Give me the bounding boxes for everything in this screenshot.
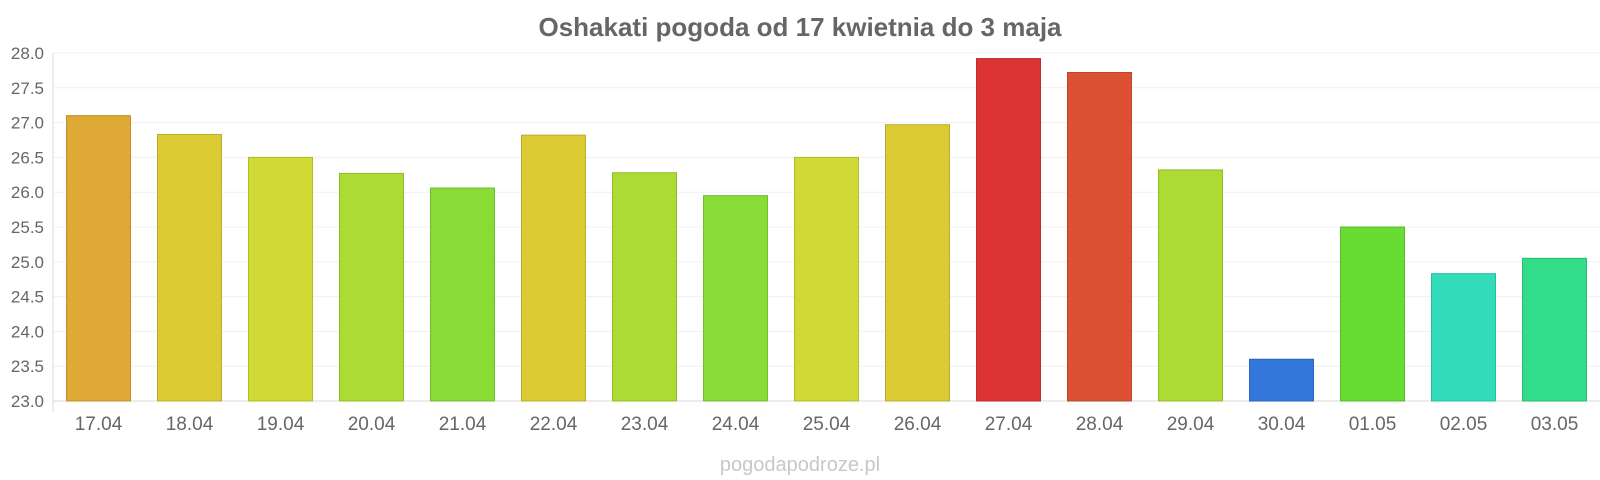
y-tick-label: 25.5 <box>11 218 44 237</box>
bar-24.04 <box>703 195 768 402</box>
chart-title: Oshakati pogoda od 17 kwietnia do 3 maja <box>538 12 1062 42</box>
bar-26.04 <box>885 124 950 402</box>
y-tick-label: 27.0 <box>11 114 44 133</box>
x-tick-label: 24.04 <box>712 414 760 435</box>
x-tick-label: 02.05 <box>1440 414 1488 435</box>
watermark: pogodapodroze.pl <box>720 454 880 476</box>
bar-19.04 <box>248 156 313 402</box>
y-tick-label: 26.0 <box>11 183 44 202</box>
bar-27.04 <box>976 58 1041 402</box>
bar-01.05 <box>1340 226 1405 402</box>
y-axis-ticks: 23.0 23.5 24.0 24.5 25.0 25.5 26.0 26.5 27.0 27.5… <box>11 44 44 411</box>
bar-29.04 <box>1158 169 1223 402</box>
y-tick-label: 23.0 <box>11 392 44 411</box>
x-tick-label: 23.04 <box>621 414 669 435</box>
y-tick-label: 27.5 <box>11 79 44 98</box>
bar-22.04 <box>521 134 586 402</box>
bar-25.04 <box>794 156 859 402</box>
x-tick-label: 19.04 <box>257 414 305 435</box>
bar-02.05 <box>1431 273 1496 402</box>
x-axis-ticks: 17.04 18.04 19.04 20.04 21.04 22.04 23.04 24.04… <box>75 414 1579 435</box>
bar-28.04 <box>1067 71 1132 402</box>
x-tick-label: 28.04 <box>1076 414 1124 435</box>
x-tick-label: 17.04 <box>75 414 123 435</box>
x-tick-label: 30.04 <box>1258 414 1306 435</box>
y-tick-label: 26.5 <box>11 148 44 167</box>
y-tick-label: 24.0 <box>11 322 44 341</box>
y-tick-label: 25.0 <box>11 253 44 272</box>
bar-21.04 <box>430 187 495 402</box>
bar-17.04 <box>66 115 131 402</box>
x-tick-label: 20.04 <box>348 414 396 435</box>
x-tick-label: 25.04 <box>803 414 851 435</box>
x-tick-label: 03.05 <box>1531 414 1579 435</box>
y-tick-label: 23.5 <box>11 357 44 376</box>
x-tick-label: 18.04 <box>166 414 214 435</box>
x-tick-label: 29.04 <box>1167 414 1215 435</box>
x-tick-label: 01.05 <box>1349 414 1397 435</box>
bar-30.04 <box>1249 358 1314 402</box>
bar-23.04 <box>612 172 677 402</box>
x-tick-label: 22.04 <box>530 414 578 435</box>
x-tick-label: 26.04 <box>894 414 942 435</box>
bars <box>66 58 1587 402</box>
x-tick-label: 27.04 <box>985 414 1033 435</box>
bar-20.04 <box>339 172 404 402</box>
y-tick-label: 28.0 <box>11 44 44 63</box>
x-tick-label: 21.04 <box>439 414 487 435</box>
bar-18.04 <box>157 133 222 402</box>
bar-03.05 <box>1522 257 1587 402</box>
y-tick-label: 24.5 <box>11 288 44 307</box>
